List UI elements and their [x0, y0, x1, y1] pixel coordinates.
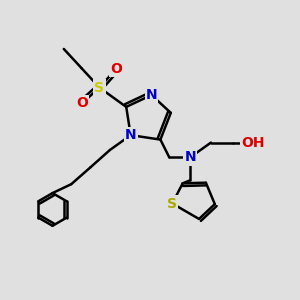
Text: OH: OH [241, 136, 264, 150]
Text: S: S [94, 81, 104, 94]
Text: O: O [76, 96, 88, 110]
Text: N: N [184, 150, 196, 164]
Text: S: S [167, 196, 177, 211]
Text: N: N [125, 128, 136, 142]
Text: O: O [110, 62, 122, 76]
Text: N: N [146, 88, 157, 102]
